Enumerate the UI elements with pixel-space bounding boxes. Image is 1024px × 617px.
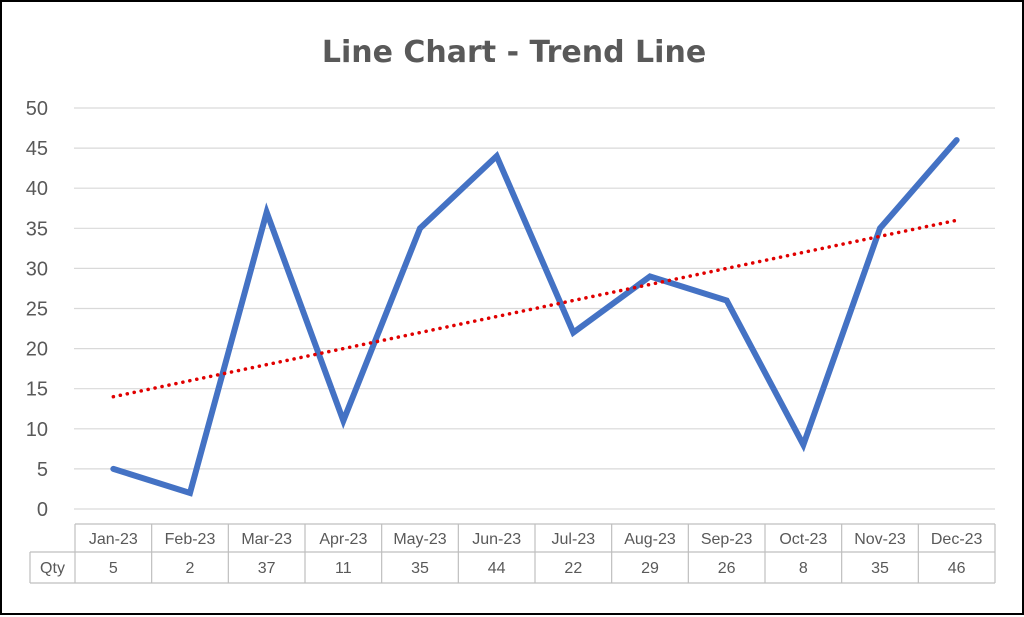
data-table: Qty Jan-23 Feb-23 Mar-23 Apr-23 May-23 Jun-23 J… <box>30 524 995 583</box>
y-tick-label: 15 <box>26 379 48 401</box>
x-category-label: Jul-23 <box>552 531 596 548</box>
x-category-label: Dec-23 <box>931 531 983 548</box>
gridlines <box>74 108 995 509</box>
y-tick-label: 30 <box>26 258 48 280</box>
series-qty <box>113 140 957 493</box>
x-category-label: Mar-23 <box>241 531 292 548</box>
table-value: 22 <box>564 560 582 577</box>
chart-title: Line Chart - Trend Line <box>322 35 706 70</box>
x-category-label: Jun-23 <box>472 531 521 548</box>
x-category-label: Feb-23 <box>165 531 216 548</box>
y-tick-label: 20 <box>26 339 48 361</box>
x-category-label: Nov-23 <box>854 531 906 548</box>
y-tick-label: 50 <box>26 98 48 120</box>
x-category-label: Apr-23 <box>319 531 367 548</box>
x-category-label: Sep-23 <box>701 531 753 548</box>
table-value: 26 <box>718 560 736 577</box>
x-category-label: Oct-23 <box>779 531 827 548</box>
x-category-label: May-23 <box>393 531 446 548</box>
series-line-qty <box>113 140 956 493</box>
table-row-label: Qty <box>40 560 65 577</box>
y-tick-label: 0 <box>37 499 48 521</box>
table-value: 35 <box>411 560 429 577</box>
y-tick-label: 10 <box>26 419 48 441</box>
table-value: 46 <box>948 560 966 577</box>
table-value: 5 <box>109 560 118 577</box>
table-value: 44 <box>488 560 506 577</box>
y-axis-ticks: 0 5 10 15 20 25 30 35 40 45 50 <box>26 98 48 521</box>
table-value: 37 <box>258 560 276 577</box>
y-tick-label: 25 <box>26 299 48 321</box>
table-value: 11 <box>335 560 352 577</box>
y-tick-label: 40 <box>26 178 48 200</box>
table-value: 2 <box>186 560 195 577</box>
table-value: 29 <box>641 560 659 577</box>
x-category-label: Aug-23 <box>624 531 676 548</box>
x-category-label: Jan-23 <box>89 531 138 548</box>
y-tick-label: 35 <box>26 218 48 240</box>
y-tick-label: 45 <box>26 138 48 160</box>
table-value: 8 <box>799 560 808 577</box>
table-value: 35 <box>871 560 889 577</box>
y-tick-label: 5 <box>37 459 48 481</box>
